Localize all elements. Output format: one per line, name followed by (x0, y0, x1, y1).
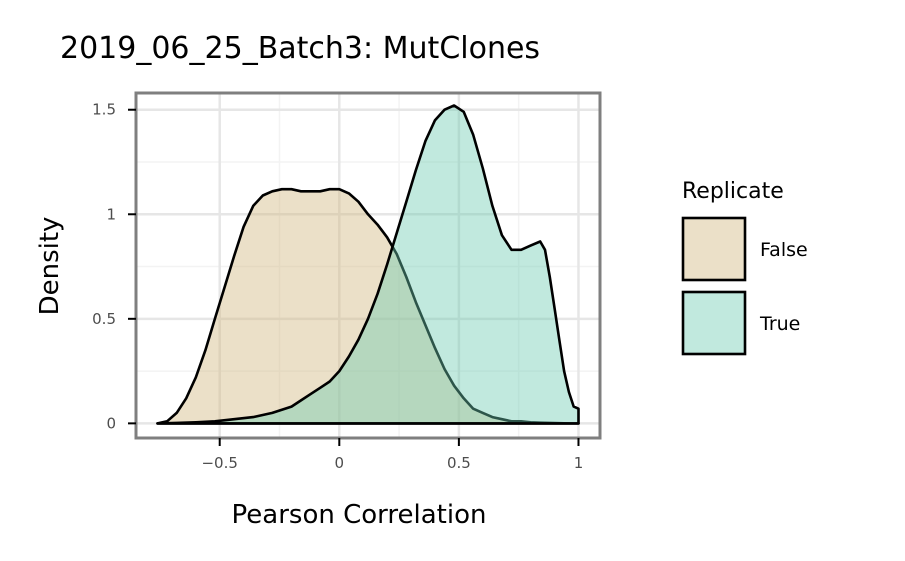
x-tick-label: 0 (335, 454, 345, 472)
legend-title: Replicate (682, 179, 784, 204)
axis-ticks: −0.5 0 0.5 1 0 0.5 1 1.5 (92, 101, 583, 472)
x-tick-label: −0.5 (201, 454, 237, 472)
y-axis-title: Density (35, 217, 65, 316)
density-area-true (156, 104, 580, 425)
legend-label-true: True (759, 313, 800, 335)
plot-background (136, 93, 600, 438)
y-tick-label: 0 (106, 414, 116, 432)
legend-swatch-true (681, 290, 747, 356)
chart-title: 2019_06_25_Batch3: MutClones (60, 31, 540, 66)
y-tick-label: 1 (106, 205, 116, 223)
legend-key-background-true (683, 292, 745, 354)
legend: Replicate False True (681, 179, 808, 356)
legend-key-background-false (683, 218, 745, 280)
plot-border (134, 91, 602, 440)
x-axis-title: Pearson Correlation (232, 500, 487, 530)
density-areas (156, 104, 580, 425)
x-tick-label: 0.5 (447, 454, 471, 472)
density-area-false (156, 187, 580, 425)
legend-label-false: False (760, 239, 808, 261)
x-tick-label: 1 (574, 454, 584, 472)
y-tick-label: 0.5 (92, 310, 116, 328)
legend-swatch-false (681, 216, 747, 282)
y-tick-label: 1.5 (92, 101, 116, 119)
